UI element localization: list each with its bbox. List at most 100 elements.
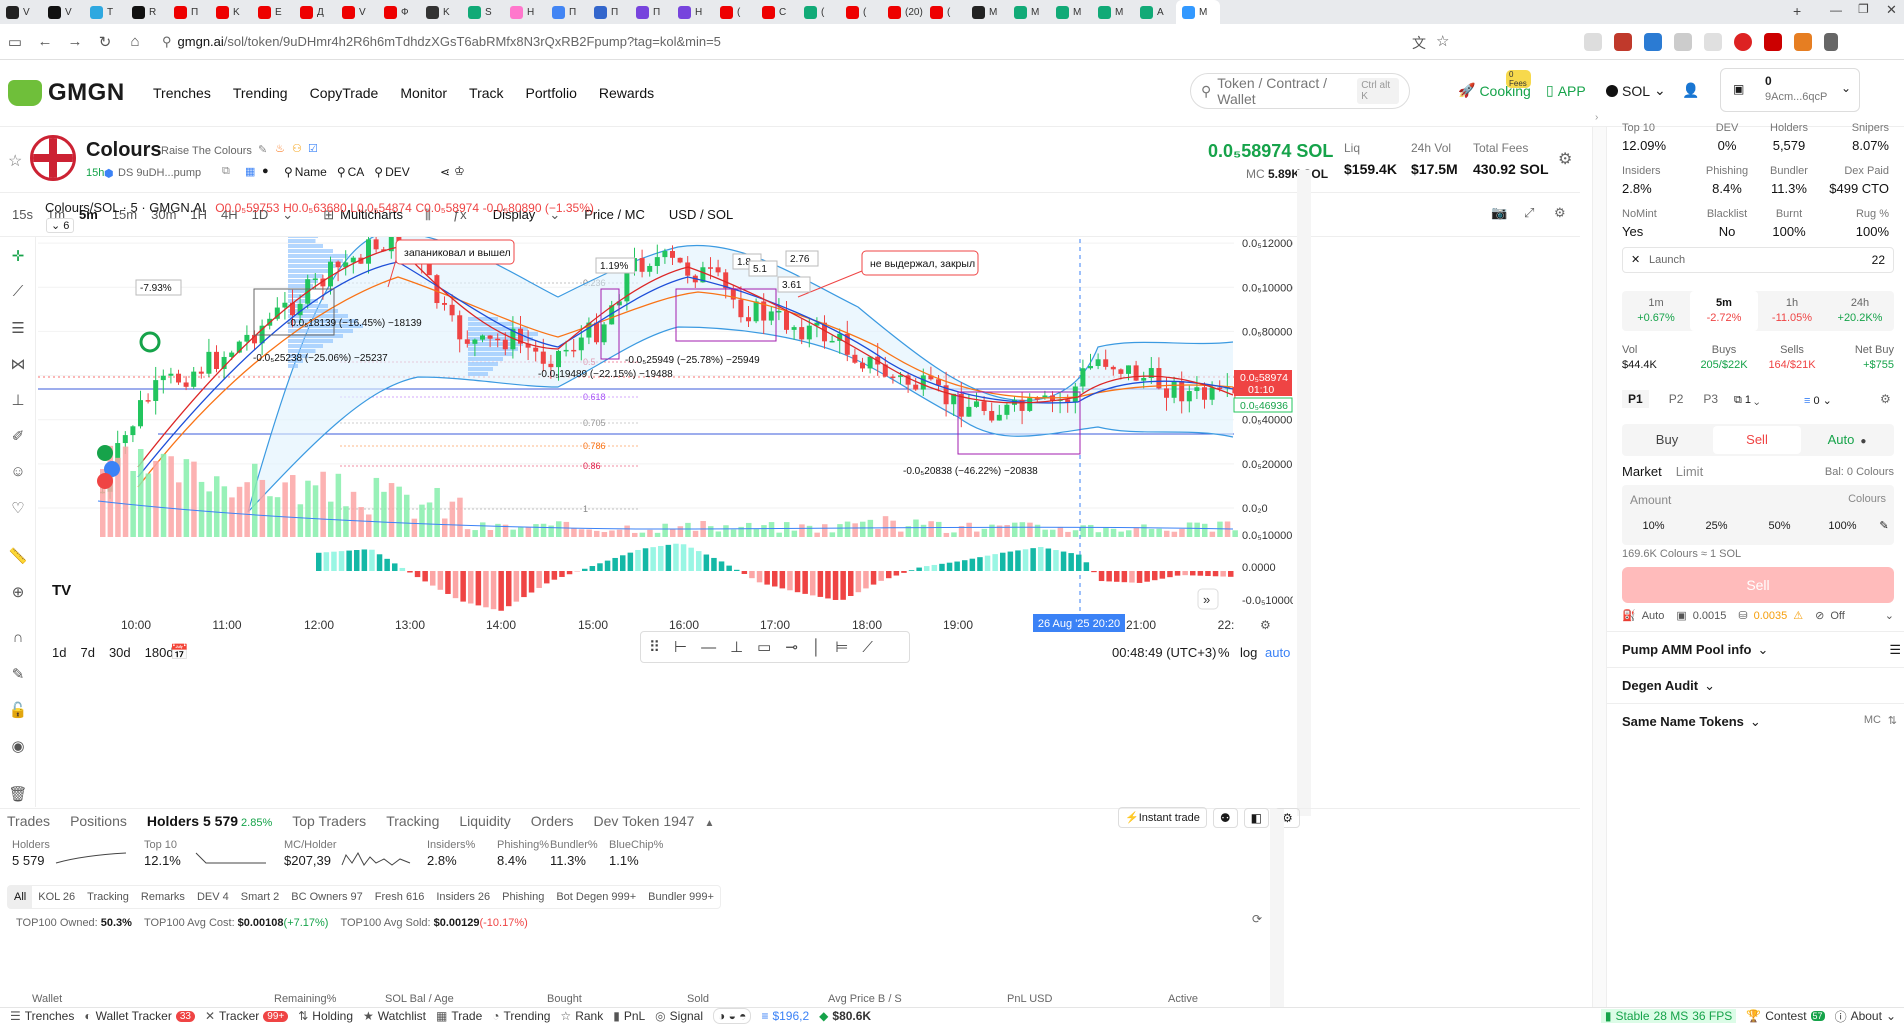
indicators-collapse[interactable]: ⌄ 6 bbox=[46, 218, 74, 233]
trash-icon[interactable]: 🗑 bbox=[8, 785, 28, 805]
mev-off[interactable]: Off bbox=[1830, 610, 1844, 622]
status-holding[interactable]: ⇅Holding bbox=[298, 1009, 353, 1023]
tab-tracking[interactable]: Tracking bbox=[386, 813, 439, 829]
nav-portfolio[interactable]: Portfolio bbox=[526, 85, 577, 101]
interval-15s[interactable]: 15s bbox=[12, 207, 33, 222]
heart-icon[interactable]: ♡ bbox=[8, 499, 28, 519]
browser-tab[interactable]: H bbox=[672, 0, 714, 24]
column-header[interactable]: Remaining% bbox=[274, 993, 336, 1005]
edit-icon[interactable]: ✎ bbox=[1874, 519, 1894, 532]
bottom-scrollbar[interactable] bbox=[1270, 809, 1284, 1009]
preset-copies[interactable]: ⧉ 1 ⌄ bbox=[1734, 394, 1759, 407]
log-toggle[interactable]: log bbox=[1240, 645, 1257, 660]
preset-p2[interactable]: P2 bbox=[1669, 392, 1684, 406]
nav-rewards[interactable]: Rewards bbox=[599, 85, 654, 101]
filter-smart-2[interactable]: Smart 2 bbox=[235, 891, 286, 903]
axis-settings-icon[interactable]: ⚙ bbox=[1260, 618, 1271, 632]
browser-tab[interactable]: (20) Ba bbox=[882, 0, 924, 24]
extension-icon[interactable] bbox=[1704, 33, 1722, 51]
percent-toggle[interactable]: % bbox=[1218, 645, 1230, 660]
filter-phishing[interactable]: Phishing bbox=[496, 891, 550, 903]
browser-tab[interactable]: S bbox=[462, 0, 504, 24]
emoji-icon[interactable]: ☺ bbox=[8, 463, 28, 483]
line-icon[interactable]: ⟋ bbox=[862, 639, 873, 656]
search-dev-link[interactable]: ⚲DEV bbox=[374, 165, 409, 179]
reload-button[interactable]: ↻ bbox=[90, 33, 120, 51]
adblock-icon[interactable] bbox=[1734, 33, 1752, 51]
range-7d[interactable]: 7d bbox=[80, 645, 94, 660]
trendline-icon[interactable]: ⟋ bbox=[8, 283, 28, 303]
pattern-icon[interactable]: ⋈ bbox=[8, 355, 28, 375]
eye-icon[interactable]: ◉ bbox=[8, 737, 28, 757]
period-5m[interactable]: 5m-2.72% bbox=[1690, 291, 1758, 331]
tip-fee[interactable]: 0.0035 bbox=[1754, 610, 1788, 622]
search-ca-link[interactable]: ⚲CA bbox=[337, 165, 364, 179]
tab-trades[interactable]: Trades bbox=[7, 813, 50, 829]
share-icon[interactable]: ⋖ bbox=[440, 165, 450, 179]
section-pump-amm-pool-info[interactable]: Pump AMM Pool info⌄☰ bbox=[1607, 631, 1904, 667]
vline-icon[interactable]: │ bbox=[812, 639, 821, 656]
emoji-pills[interactable]: ◑ ◒ ◓ bbox=[713, 1008, 751, 1024]
pct-10[interactable]: 10% bbox=[1622, 520, 1685, 532]
status-trade[interactable]: ▦Trade bbox=[436, 1009, 482, 1023]
crosshair-icon[interactable]: ✛ bbox=[8, 247, 28, 267]
priority-fee[interactable]: 0.0015 bbox=[1693, 610, 1727, 622]
home-button[interactable]: ⌂ bbox=[120, 33, 150, 50]
tab-buy[interactable]: Buy bbox=[1623, 426, 1711, 454]
browser-tab[interactable]: A bbox=[1134, 0, 1176, 24]
tab-sell[interactable]: Sell bbox=[1713, 426, 1801, 454]
pct-50[interactable]: 50% bbox=[1748, 520, 1811, 532]
period-1h[interactable]: 1h-11.05% bbox=[1758, 291, 1826, 331]
instant-trade-button[interactable]: ⚡Instant trade bbox=[1118, 807, 1207, 828]
column-header[interactable]: Avg Price B / S bbox=[828, 993, 902, 1005]
browser-tab[interactable]: H bbox=[504, 0, 546, 24]
period-1m[interactable]: 1m+0.67% bbox=[1622, 291, 1690, 331]
wallet-button[interactable]: ▣ 0 9Acm...6qcP ⌄ bbox=[1720, 68, 1860, 112]
browser-tab[interactable]: П bbox=[168, 0, 210, 24]
drag-handle-icon[interactable]: ⠿ bbox=[649, 638, 660, 656]
twitter-icon[interactable]: ● bbox=[262, 165, 269, 177]
lock-icon[interactable]: 🔓 bbox=[8, 701, 28, 721]
browser-tab[interactable]: П bbox=[588, 0, 630, 24]
vrange-icon[interactable]: ⊥ bbox=[730, 638, 743, 656]
settings-gear-icon[interactable]: ⚙ bbox=[1558, 149, 1572, 169]
hline-icon[interactable]: — bbox=[701, 639, 716, 656]
forward-button[interactable]: → bbox=[60, 33, 90, 50]
trade-marker-icon[interactable] bbox=[97, 445, 113, 461]
favorite-star-icon[interactable]: ☆ bbox=[8, 151, 22, 171]
browser-tab[interactable]: C bbox=[756, 0, 798, 24]
filter-bc-owners-97[interactable]: BC Owners 97 bbox=[285, 891, 369, 903]
nav-track[interactable]: Track bbox=[469, 85, 503, 101]
browser-tab[interactable]: Д bbox=[294, 0, 336, 24]
tab-orders[interactable]: Orders bbox=[531, 813, 574, 829]
app-button[interactable]: ▯APP bbox=[1546, 82, 1586, 99]
nav-monitor[interactable]: Monitor bbox=[400, 85, 447, 101]
new-tab-button[interactable]: + bbox=[1793, 3, 1801, 19]
fee-auto[interactable]: Auto bbox=[1642, 610, 1665, 622]
url-field[interactable]: ⚲ gmgn.ai/sol/token/9uDHmr4h2R6h6mTdhdzX… bbox=[162, 34, 721, 50]
browser-tab[interactable]: M bbox=[966, 0, 1008, 24]
chain-selector[interactable]: SOL⌄ bbox=[1606, 82, 1666, 99]
gmgn-logo[interactable]: GMGN bbox=[8, 79, 143, 107]
browser-tab[interactable]: M bbox=[1008, 0, 1050, 24]
trade-settings-icon[interactable]: ⚙ bbox=[1880, 392, 1891, 406]
extensions-menu-icon[interactable] bbox=[1824, 33, 1838, 51]
filter-all[interactable]: All bbox=[8, 886, 32, 908]
tab-market[interactable]: Market bbox=[1622, 464, 1662, 479]
sidebar-toggle-icon[interactable]: ▭ bbox=[0, 33, 30, 51]
section-degen-audit[interactable]: Degen Audit⌄ bbox=[1607, 667, 1904, 703]
period-24h[interactable]: 24h+20.2K% bbox=[1826, 291, 1894, 331]
rect-icon[interactable]: ▭ bbox=[757, 638, 771, 656]
filter-kol-26[interactable]: KOL 26 bbox=[32, 891, 81, 903]
browser-tab[interactable]: R bbox=[126, 0, 168, 24]
browser-tab[interactable]: V bbox=[0, 0, 42, 24]
tab-limit[interactable]: Limit bbox=[1676, 464, 1703, 479]
column-header[interactable]: Sold bbox=[687, 993, 709, 1005]
dev-address[interactable]: DS 9uDH...pump bbox=[118, 167, 201, 179]
browser-tab[interactable]: ( bbox=[840, 0, 882, 24]
tab-top-traders[interactable]: Top Traders bbox=[292, 813, 366, 829]
calendar-icon[interactable]: 📅 bbox=[170, 643, 189, 661]
